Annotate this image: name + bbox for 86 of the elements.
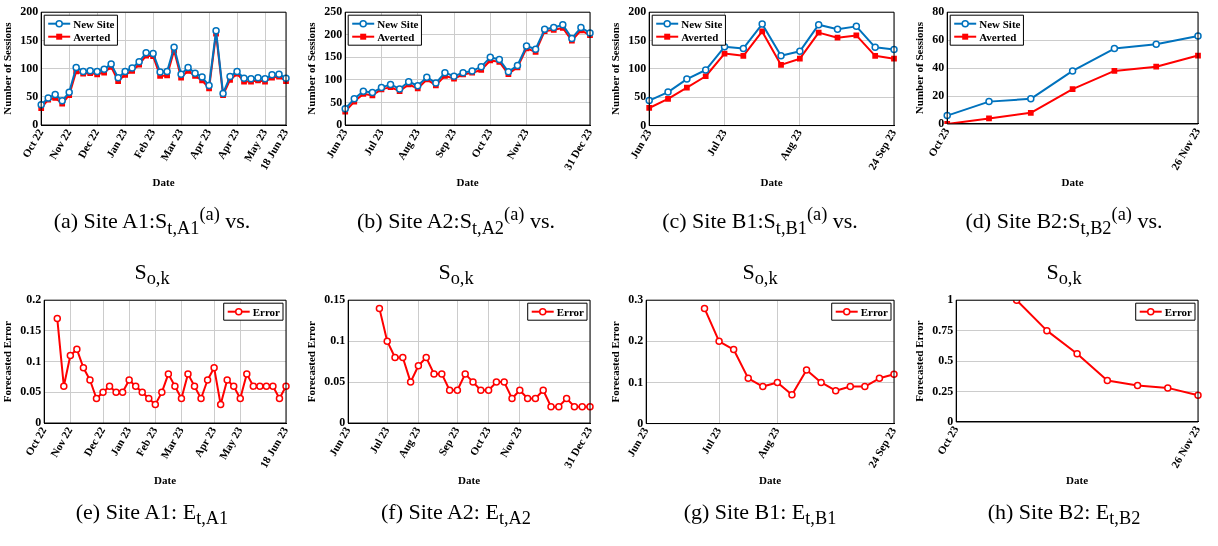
y-tick-label: 0.05 [324,374,346,389]
y-axis-title: Number of Sessions [609,22,622,115]
legend-label: Averted [979,30,1017,43]
legend-label: Averted [377,30,415,43]
y-tick-label: 0.15 [324,292,346,307]
x-axis-title: Date [1066,474,1089,487]
y-tick-label: 0.75 [932,322,954,337]
x-axis-title: Date [154,474,177,487]
legend-label: New Site [377,17,419,30]
y-tick-label: 0.15 [20,323,42,337]
legend-label: New Site [681,17,723,30]
x-tick-label: Oct 23 [467,424,494,458]
y-tick-label: 80 [932,4,945,19]
y-tick-label: 60 [932,32,945,47]
x-tick-label: Dec 22 [75,126,102,160]
text: (g) Site B1: E$_{t,B1}$ [682,498,838,531]
y-axis-title: Forecasted Error [609,321,622,403]
x-tick-label: Jan 23 [107,424,134,458]
y-tick-label: 100 [20,60,39,75]
y-tick-label: 0.3 [628,292,644,307]
y-tick-label: 1 [947,292,954,307]
y-tick-label: 150 [324,49,343,64]
y-tick-label: 0.5 [938,353,954,368]
x-tick-label: Oct 23 [468,126,495,160]
text: (e) Site A1: E$_{t,A1}$ [74,498,230,531]
legend-label: Error [1164,305,1193,318]
text: (f) Site A2: E$_{t,A2}$ [380,498,532,531]
y-tick-label: 200 [628,4,647,19]
y-tick-label: 200 [20,4,39,19]
x-axis-title: Date [458,474,481,487]
x-tick-label: Sep 23 [435,424,462,458]
y-axis-title: Number of Sessions [1,21,14,115]
y-tick-label: 50 [26,88,39,103]
x-axis-title: Date [1061,176,1084,189]
y-tick-label: 0.1 [330,333,346,348]
y-tick-label: 0.05 [20,384,42,399]
y-tick-label: 40 [932,60,945,75]
x-tick-label: 31 Dec 23 [561,126,595,172]
text: (a) Site A1:S$_{t,A1}$$^{(a)}$ vs. S$_{o,k}$ [53,204,251,289]
x-tick-label: Jul 23 [361,126,386,158]
text: (d) Site B2:S$_{t,B2}$$^{(a)}$ vs. S$_{o,k}$ [965,204,1163,289]
x-tick-label: Sep 23 [432,126,459,160]
legend-label: Error [860,305,889,318]
x-tick-label: Jul 23 [366,424,392,456]
legend-label: Averted [681,30,719,43]
y-tick-label: 200 [324,26,343,41]
legend-label: Averted [73,30,111,43]
y-axis-title: Forecasted Error [305,320,318,403]
y-axis-title: Number of Sessions [913,21,926,115]
legend-label: Error [252,305,281,318]
legend-label: New Site [73,17,115,30]
legend-label: Error [556,305,585,318]
x-tick-label: 31 Dec 23 [561,424,595,470]
text: (b) Site A2:S$_{t,A2}$$^{(a)}$ vs. S$_{o,k}$ [357,204,555,289]
y-tick-label: 0.2 [628,333,644,348]
y-axis-title: Number of Sessions [305,21,318,115]
y-tick-label: 0.1 [26,353,42,368]
y-tick-label: 20 [932,88,945,103]
y-tick-label: 100 [628,60,647,75]
x-tick-label: 18 Jun 23 [257,424,291,470]
y-axis-title: Forecasted Error [1,320,14,403]
x-axis-title: Date [760,176,783,189]
x-axis-title: Date [759,474,782,487]
x-tick-label: Jul 23 [698,424,724,456]
x-tick-label: Jan 23 [103,126,130,160]
y-tick-label: 0.1 [628,374,644,389]
x-tick-label: Feb 23 [131,126,158,160]
y-tick-label: 0.25 [932,383,954,398]
y-tick-label: 150 [628,32,647,47]
x-tick-label: Jul 23 [704,126,729,158]
x-axis-title: Date [152,176,175,189]
y-tick-label: 100 [324,72,343,86]
y-tick-label: 50 [330,94,343,109]
x-tick-label: Feb 23 [133,424,160,458]
x-tick-label: Dec 22 [81,424,108,458]
text: (h) Site B2: E$_{t,B2}$ [986,498,1142,531]
y-axis-title: Forecasted Error [913,320,926,402]
x-tick-label: 24 Sep 23 [865,126,899,172]
y-tick-label: 0.2 [26,292,42,307]
y-tick-label: 150 [20,32,39,47]
text: (c) Site B1:S$_{t,B1}$$^{(a)}$ vs. S$_{o,k}$ [662,204,858,289]
x-tick-label: 24 Sep 23 [865,424,899,470]
legend-label: New Site [979,17,1021,30]
x-axis-title: Date [456,176,479,189]
y-tick-label: 50 [634,89,647,104]
y-tick-label: 250 [324,4,343,19]
